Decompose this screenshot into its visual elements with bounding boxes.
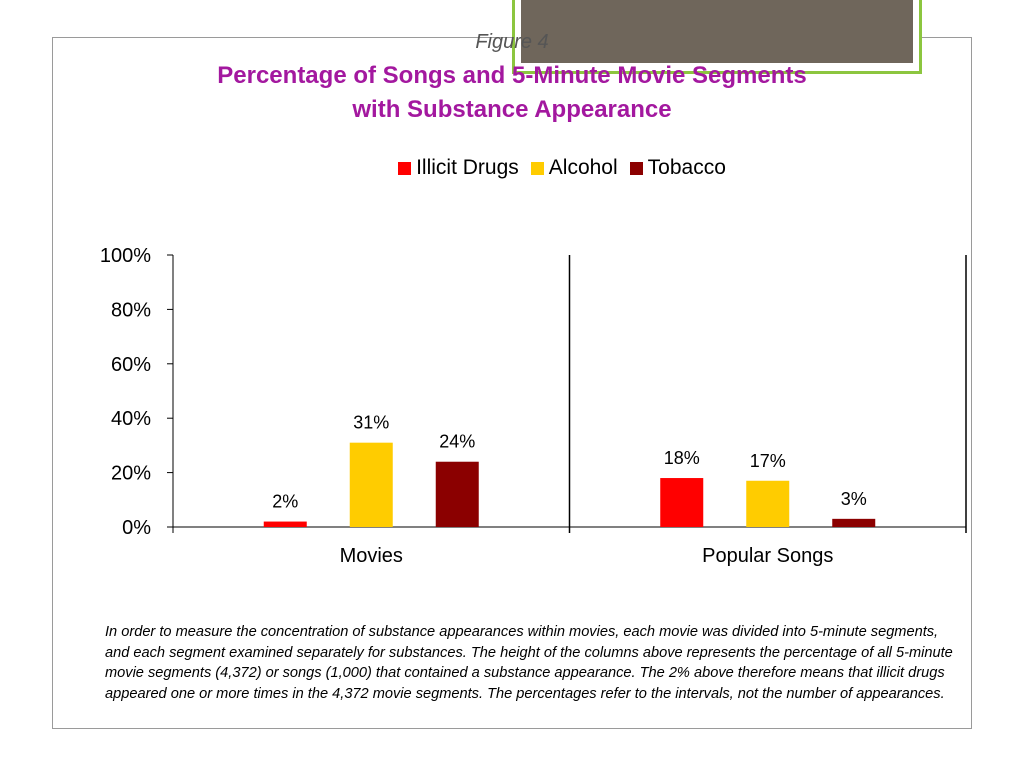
x-category-label: Movies [340, 545, 403, 567]
bar [832, 518, 876, 527]
legend-label-alcohol: Alcohol [548, 156, 618, 179]
y-tick-label: 20% [111, 463, 151, 485]
chart-title-line-2: with Substance Appearance [352, 96, 672, 123]
legend-entry-alcohol: Alcohol [530, 156, 618, 180]
legend-swatch-alcohol [530, 161, 544, 175]
bar-chart: 0% 20% 40% 60% 80% 100% 2% 31% 24% Movies 18% 17% 3%… [100, 245, 967, 567]
legend-entry-illicit-drugs: Illicit Drugs [398, 156, 519, 180]
figure-caption: In order to measure the concentration of… [105, 624, 953, 702]
bar [263, 521, 307, 527]
bar [660, 478, 704, 527]
decorative-header-box [512, 0, 922, 74]
chart-legend: Illicit Drugs Alcohol Tobacco [0, 156, 1024, 180]
data-label: 2% [272, 492, 298, 512]
figure-label: Figure 4 [475, 31, 549, 53]
data-label: 24% [439, 432, 475, 452]
legend-swatch-tobacco [629, 161, 643, 175]
bar [435, 461, 479, 527]
data-label: 31% [353, 413, 389, 433]
y-tick-label: 100% [100, 245, 151, 267]
decorative-header-fill [521, 0, 913, 63]
y-tick-label: 60% [111, 354, 151, 376]
chart-title-line-1: Percentage of Songs and 5-Minute Movie S… [217, 62, 807, 89]
y-tick-label: 0% [122, 517, 151, 539]
data-label: 18% [664, 448, 700, 468]
x-category-label: Popular Songs [702, 545, 833, 567]
legend-label-tobacco: Tobacco [647, 156, 726, 179]
y-tick-label: 40% [111, 408, 151, 430]
bar [746, 480, 790, 527]
legend-label-illicit-drugs: Illicit Drugs [416, 156, 519, 179]
legend-entry-tobacco: Tobacco [629, 156, 726, 180]
legend-swatch-illicit-drugs [398, 161, 412, 175]
bar [349, 442, 393, 527]
data-label: 17% [750, 451, 786, 471]
data-label: 3% [841, 489, 867, 509]
y-tick-label: 80% [111, 299, 151, 321]
slide-frame [52, 37, 972, 729]
